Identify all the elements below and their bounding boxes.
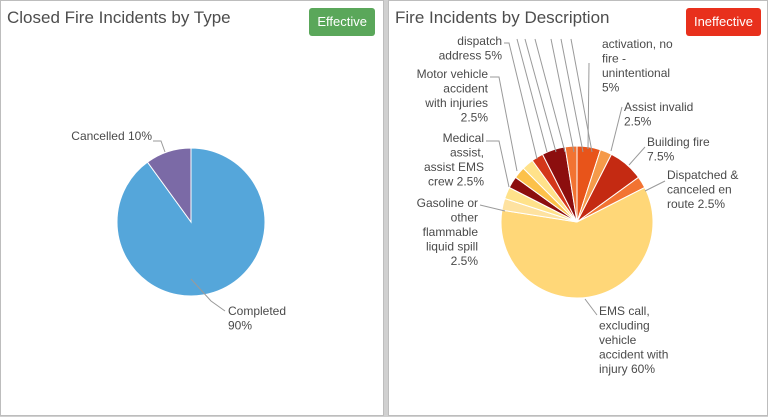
leader-line-dispatch-address (504, 42, 538, 160)
slice-label-ems-call-excluding-vehicle-accident-with-injury: EMS call, excluding vehicle accident with in… (599, 304, 668, 376)
leader-line-ems-call-excluding-vehicle-accident-with-injury (584, 298, 598, 316)
left-chart-panel: Closed Fire Incidents by Type Effective … (0, 0, 384, 416)
slice-label-activation-no-fire-unintentional: activation, no fire -unintentional 5% (602, 37, 673, 95)
pie-slice-cancelled[interactable] (146, 147, 192, 224)
leader-line (560, 38, 584, 153)
slice-label-dispatch-address: dispatch address 5% (439, 34, 503, 63)
leader-line (534, 38, 566, 153)
slice-label-dispatched-canceled-en-route: Dispatched & canceled en route 2.5% (667, 168, 738, 211)
pie-slice-unlabeled-d[interactable] (564, 145, 578, 223)
left-chart-title: Closed Fire Incidents by Type (7, 8, 231, 27)
slice-label-cancelled: Cancelled 10% (71, 129, 152, 143)
pie-slice-ems-call-excluding-vehicle-accident-with-injury[interactable] (500, 186, 654, 299)
leader-line-activation-no-fire-unintentional (587, 62, 590, 150)
slice-label-completed: Completed 90% (228, 304, 286, 333)
leader-line-completed (190, 278, 226, 312)
ineffective-badge: Ineffective (685, 8, 761, 36)
leader-line-motor-vehicle-accident-with-injuries (490, 76, 518, 172)
leader-line (524, 38, 557, 153)
leader-line (550, 38, 575, 153)
leader-line-dispatched-canceled-en-route (644, 180, 666, 192)
leader-line-building-fire (628, 146, 646, 166)
slice-label-assist-invalid: Assist invalid 2.5% (624, 100, 693, 129)
leader-line-medical-assist-assist-ems-crew (486, 140, 510, 188)
right-chart-panel: Fire Incidents by Description Ineffectiv… (388, 0, 768, 416)
slice-label-gasoline-or-other-flammable-liquid-spill: Gasoline or other flammable liquid spill 2.5… (417, 196, 479, 268)
leader-line-assist-invalid (610, 106, 623, 152)
right-chart-title: Fire Incidents by Description (395, 8, 610, 27)
leader-line-cancelled (153, 140, 166, 153)
leader-line-gasoline-or-other-flammable-liquid-spill (479, 204, 506, 212)
slice-label-motor-vehicle-accident-with-injuries: Motor vehicle accident with injuries 2.5% (417, 67, 489, 125)
effective-badge: Effective (309, 8, 375, 36)
slice-label-medical-assist-assist-ems-crew: Medical assist, assist EMS crew 2.5% (424, 131, 484, 189)
slice-label-building-fire: Building fire 7.5% (647, 135, 710, 164)
left-pie-chart: Completed 90% Cancelled 10% (71, 129, 286, 333)
right-pie-chart: activation, no fire -unintentional 5% Assis… (417, 34, 739, 376)
leader-line (516, 38, 548, 153)
